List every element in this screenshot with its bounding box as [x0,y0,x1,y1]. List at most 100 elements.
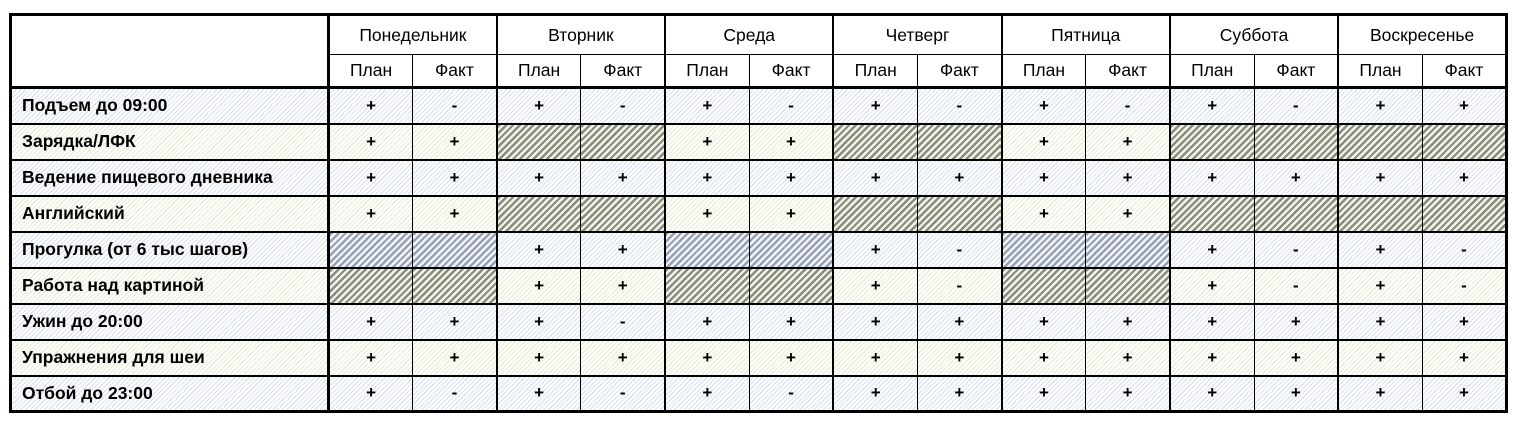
day-header-saturday: Суббота [1168,14,1339,55]
habit-cell [664,194,750,232]
plan-subheader: План [664,54,750,89]
habit-label: Прогулка (от 6 тыс шагов) [10,230,330,268]
habit-cell [832,338,918,376]
habit-cell [1168,374,1255,412]
habit-cell [495,302,581,340]
habit-cell [1000,266,1086,304]
habit-cell [580,122,666,160]
habit-cell [1000,374,1086,412]
habit-cell [1421,374,1507,412]
habit-cell [832,266,918,304]
habit-label: Упражнения для шеи [10,338,330,376]
plan-subheader: План [327,54,413,89]
habit-cell [327,266,413,304]
header-row-days: Понедельник Вторник Среда Четверг Пятниц… [10,14,1507,89]
day-header-wednesday: Среда [664,14,834,55]
habit-cell [580,338,666,376]
plan-subheader: План [1000,54,1086,89]
habit-cell [1000,158,1086,196]
habit-cell [1337,86,1423,124]
habit-cell [580,266,666,304]
habit-cell [1085,86,1170,124]
habit-cell [1421,158,1507,196]
habit-cell [1085,338,1170,376]
habit-cell [916,194,1002,232]
habit-cell [1337,302,1423,340]
habit-cell [664,122,750,160]
habit-cell [412,338,497,376]
habit-cell [832,122,918,160]
habit-cell [832,158,918,196]
habit-cell [1253,302,1339,340]
habit-cell [1168,230,1255,268]
habit-cell [1168,122,1255,160]
habit-cell [495,374,581,412]
habit-cell [1253,194,1339,232]
habit-cell [832,194,918,232]
day-header-thursday: Четверг [832,14,1002,55]
habit-cell [327,302,413,340]
habit-cell [916,230,1002,268]
habit-cell [832,230,918,268]
habit-cell [327,194,413,232]
fact-subheader: Факт [1085,54,1170,89]
habit-cell [1421,338,1507,376]
habit-cell [1253,158,1339,196]
habit-cell [580,230,666,268]
habit-cell [495,194,581,232]
habit-cell [495,158,581,196]
habit-cell [1085,302,1170,340]
habit-cell [580,302,666,340]
habit-cell [580,194,666,232]
habit-cell [1085,122,1170,160]
fact-subheader: Факт [580,54,666,89]
habit-cell [1168,194,1255,232]
habit-row-wake-up: Подъем до 09:00 [10,86,1507,124]
habit-row-painting: Работа над картиной [10,266,1507,304]
habit-label: Отбой до 23:00 [10,374,330,412]
habit-cell [580,158,666,196]
habit-row-bedtime: Отбой до 23:00 [10,374,1507,412]
habit-row-exercise: Зарядка/ЛФК [10,122,1507,160]
habit-cell [748,302,834,340]
day-header-monday: Понедельник [327,14,497,55]
habit-row-walk: Прогулка (от 6 тыс шагов) [10,230,1507,268]
habit-cell [495,338,581,376]
habit-cell [1337,266,1423,304]
habit-cell [1000,338,1086,376]
habit-cell [1253,374,1339,412]
habit-row-food-diary: Ведение пищевого дневника [10,158,1507,196]
habit-cell [916,374,1002,412]
habit-cell [1168,86,1255,124]
habit-cell [1421,230,1507,268]
habit-cell [412,230,497,268]
fact-subheader: Факт [1253,54,1339,89]
habit-cell [495,266,581,304]
habit-cell [664,86,750,124]
habit-cell [1085,158,1170,196]
habit-tracker-table: Понедельник Вторник Среда Четверг Пятниц… [9,13,1508,413]
habit-cell [1253,86,1339,124]
habit-cell [916,302,1002,340]
fact-subheader: Факт [412,54,497,89]
plan-subheader: План [1168,54,1255,89]
habit-cell [1253,266,1339,304]
habit-cell [1000,86,1086,124]
fact-subheader: Факт [916,54,1002,89]
habit-cell [580,86,666,124]
habit-cell [748,86,834,124]
habit-cell [664,338,750,376]
day-header-tuesday: Вторник [495,14,666,55]
habit-cell [495,122,581,160]
habit-cell [832,86,918,124]
habit-cell [1168,338,1255,376]
habit-cell [1421,194,1507,232]
habit-cell [495,230,581,268]
habit-cell [916,266,1002,304]
habit-cell [1421,266,1507,304]
habit-cell [1421,122,1507,160]
habit-cell [664,230,750,268]
habit-cell [916,122,1002,160]
habit-cell [1168,302,1255,340]
habit-cell [664,266,750,304]
